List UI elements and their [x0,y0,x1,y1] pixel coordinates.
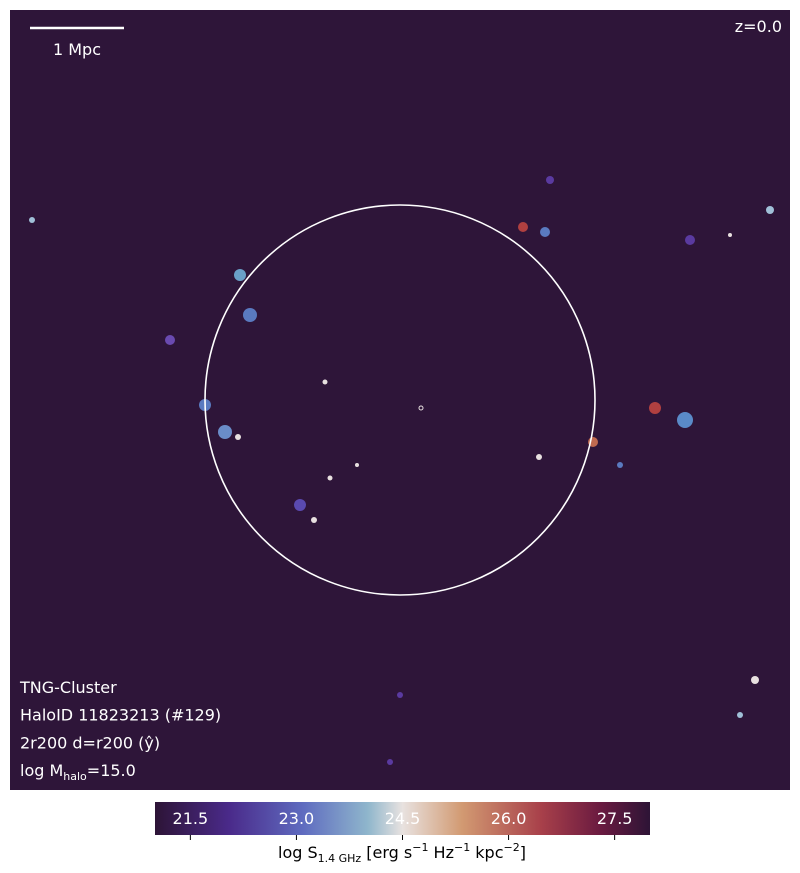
mass-line: log Mhalo=15.0 [20,761,136,783]
colorbar-label-part: ] [520,843,526,862]
mass-subscript: halo [63,770,87,783]
mass-suffix: =15.0 [87,761,136,780]
info-line: HaloID 11823213 (#129) [20,706,221,725]
colorbar-label-part: −1 [412,841,428,854]
colorbar-label-part: 1.4 GHz [318,852,362,865]
colorbar-label-part: [erg s [361,843,412,862]
colorbar-label: log S1.4 GHz [erg s−1 Hz−1 kpc−2] [278,841,526,865]
colorbar-tick-label: 23.0 [279,809,315,828]
info-lines: TNG-Cluster HaloID 11823213 (#129) 2r200 d… [19,678,221,752]
colorbar-label-part: Hz [428,843,454,862]
colorbar-tick-label: 24.5 [385,809,421,828]
info-line: TNG-Cluster [19,678,117,697]
redshift-label: z=0.0 [735,17,782,36]
colorbar-label-part: −1 [454,841,470,854]
colorbar-tick-label: 27.5 [597,809,633,828]
colorbar-label-part: log S [278,843,318,862]
info-line: 2r200 d=r200 (ŷ) [20,733,160,752]
scale-bar-label: 1 Mpc [53,40,101,59]
colorbar-label-part: kpc [470,843,503,862]
colorbar-tick-label: 26.0 [491,809,527,828]
r200-circle [204,204,596,596]
colorbar-label-part: −2 [504,841,520,854]
colorbar-ticks: 21.5 23.0 24.5 26.0 27.5 [173,809,633,840]
map-image [10,10,790,790]
colorbar-tick-label: 21.5 [173,809,209,828]
colorbar [155,802,650,835]
mass-prefix: log M [20,761,63,780]
